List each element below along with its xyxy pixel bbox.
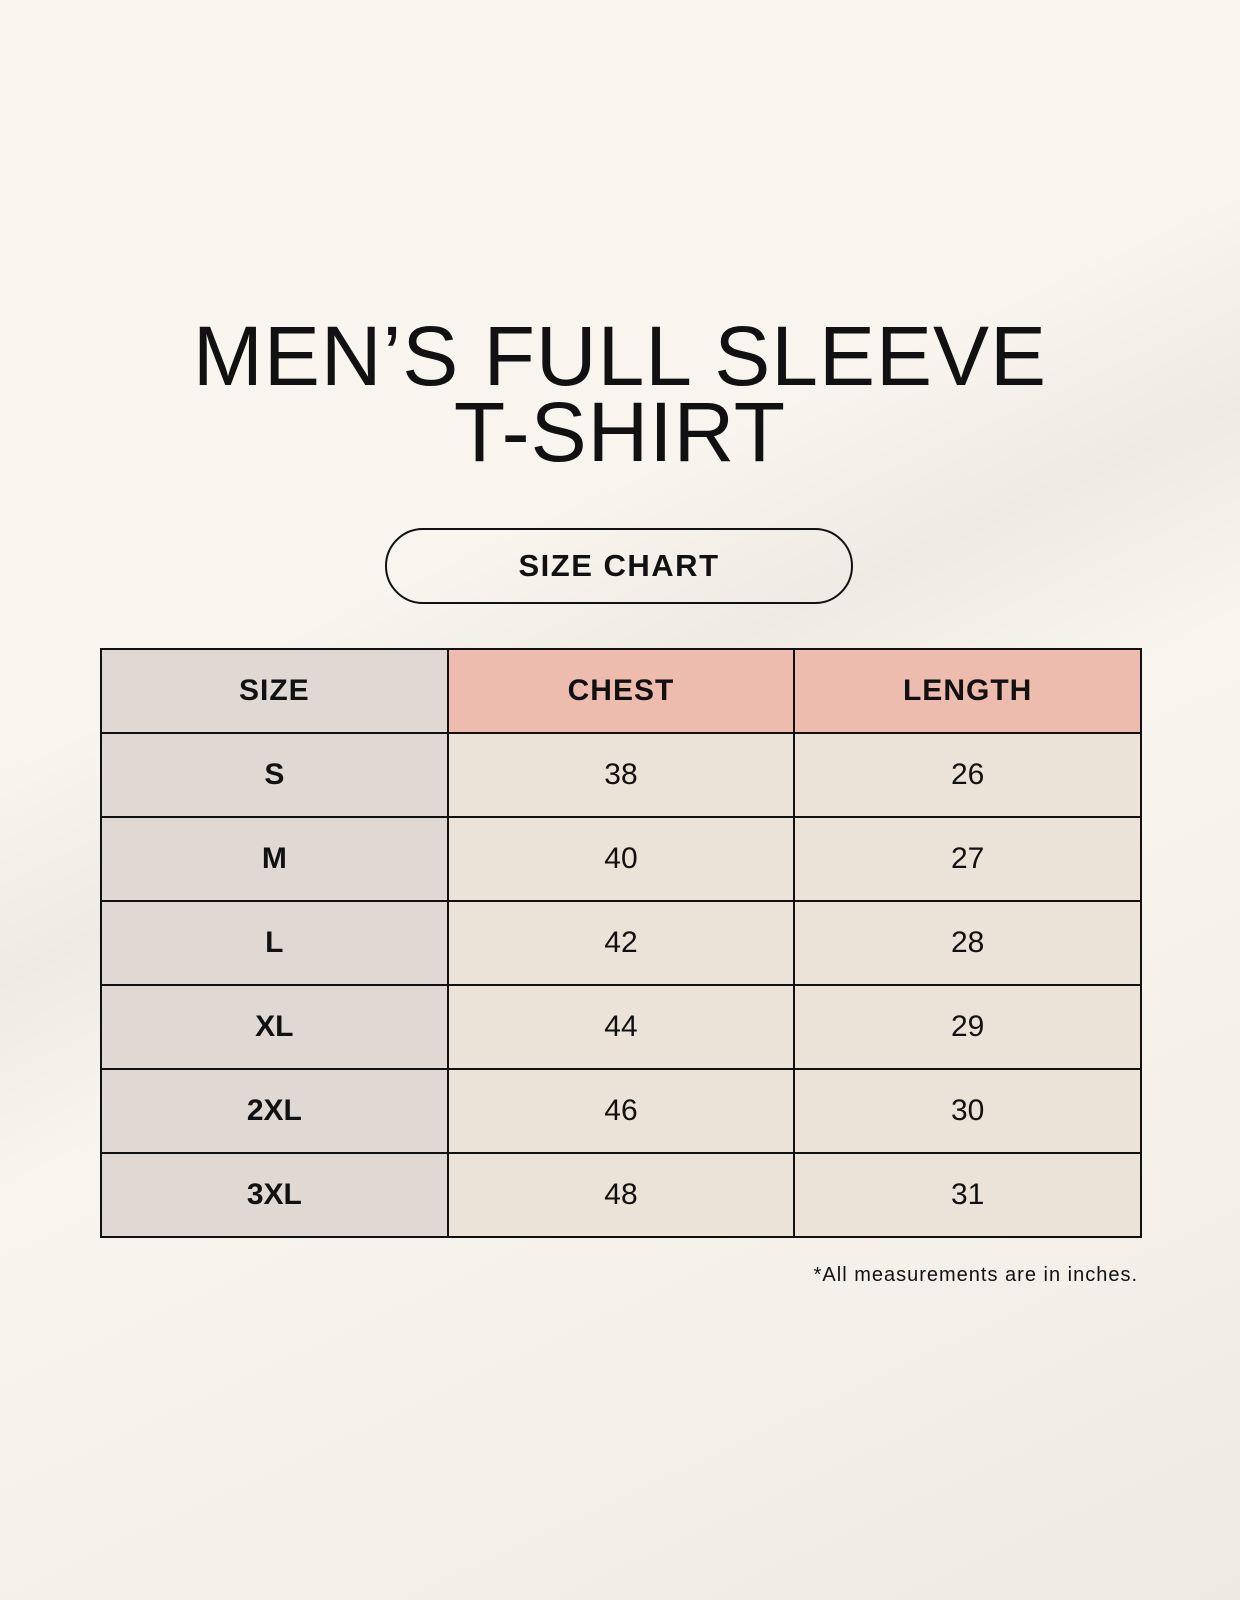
- cell-length: 27: [793, 816, 1142, 902]
- table-row: 3XL 48 31: [100, 1152, 1142, 1238]
- cell-length: 28: [793, 900, 1142, 986]
- size-table: SIZE CHEST LENGTH S 38 26 M 40 27 L 42 28 XL 44 29 2…: [100, 648, 1142, 1238]
- table-row: L 42 28: [100, 900, 1142, 986]
- table-row: XL 44 29: [100, 984, 1142, 1070]
- title-line-1: MEN’S FULL SLEEVE: [192, 309, 1048, 403]
- cell-length: 26: [793, 732, 1142, 818]
- cell-size: 2XL: [100, 1068, 449, 1154]
- cell-chest: 46: [446, 1068, 796, 1154]
- header-length: LENGTH: [793, 648, 1142, 734]
- footnote: *All measurements are in inches.: [813, 1264, 1138, 1286]
- cell-size: M: [100, 816, 449, 902]
- cell-chest: 40: [446, 816, 796, 902]
- cell-chest: 42: [446, 900, 796, 986]
- table-row: 2XL 46 30: [100, 1068, 1142, 1154]
- table-header-row: SIZE CHEST LENGTH: [100, 648, 1142, 734]
- header-chest: CHEST: [446, 648, 796, 734]
- header-size: SIZE: [100, 648, 449, 734]
- cell-length: 29: [793, 984, 1142, 1070]
- cell-chest: 48: [446, 1152, 796, 1238]
- cell-size: S: [100, 732, 449, 818]
- table-row: M 40 27: [100, 816, 1142, 902]
- cell-chest: 38: [446, 732, 796, 818]
- table-row: S 38 26: [100, 732, 1142, 818]
- cell-chest: 44: [446, 984, 796, 1070]
- size-chart-badge: SIZE CHART: [385, 528, 853, 604]
- page-title: MEN’S FULL SLEEVE T-SHIRT: [0, 309, 1240, 479]
- cell-size: 3XL: [100, 1152, 449, 1238]
- cell-size: L: [100, 900, 449, 986]
- cell-size: XL: [100, 984, 449, 1070]
- cell-length: 30: [793, 1068, 1142, 1154]
- cell-length: 31: [793, 1152, 1142, 1238]
- title-line-2: T-SHIRT: [453, 385, 787, 479]
